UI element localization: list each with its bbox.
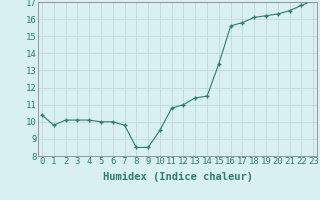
X-axis label: Humidex (Indice chaleur): Humidex (Indice chaleur) — [103, 172, 252, 182]
